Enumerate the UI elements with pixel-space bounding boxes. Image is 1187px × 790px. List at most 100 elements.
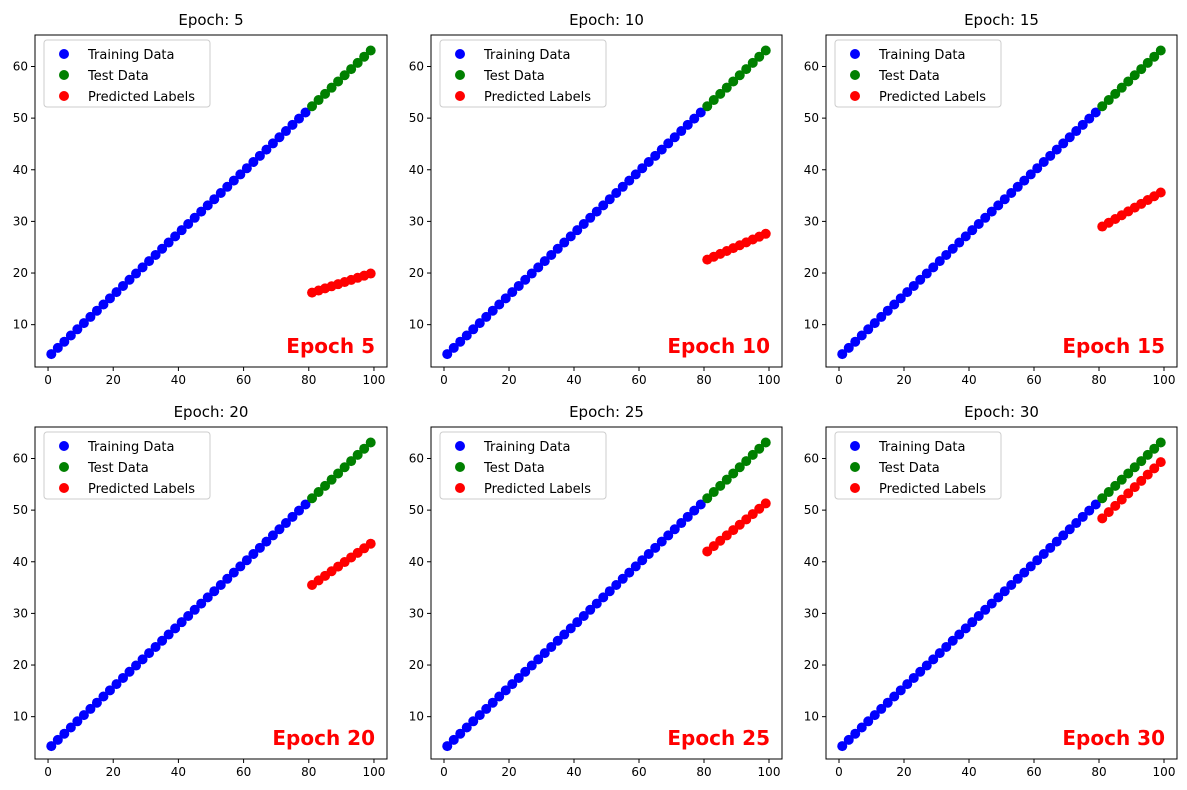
data-point [973, 218, 984, 229]
data-point [124, 274, 135, 285]
legend-marker [850, 49, 860, 59]
x-tick-label: 60 [1026, 765, 1041, 779]
data-point [934, 648, 945, 659]
legend-label: Predicted Labels [879, 90, 986, 105]
data-point [973, 610, 984, 621]
data-point [669, 524, 680, 535]
data-point [572, 617, 583, 628]
data-point [721, 82, 732, 93]
data-point [468, 324, 479, 335]
data-point [85, 311, 96, 322]
data-point [526, 660, 537, 671]
data-point [1110, 480, 1121, 491]
data-point [1032, 555, 1043, 566]
data-point [150, 249, 161, 260]
data-point [1077, 511, 1088, 522]
subplot-1: Epoch: 5 0 20 40 60 80 100 10 20 30 40 50 60 Training… [13, 11, 388, 387]
data-point [46, 349, 57, 360]
data-point [176, 617, 187, 628]
data-point [104, 293, 115, 304]
data-point [487, 305, 498, 316]
x-tick-label: 100 [1153, 765, 1176, 779]
legend: Training Data Test Data Predicted Labels [439, 431, 607, 500]
data-point [118, 672, 128, 683]
y-tick-label: 40 [13, 163, 28, 177]
data-point [928, 262, 939, 273]
legend-box [834, 39, 1002, 108]
series-training-data [442, 499, 706, 752]
series-predicted-labels [702, 228, 771, 265]
x-tick-label: 0 [835, 765, 843, 779]
data-point [1090, 107, 1101, 118]
series-training-data [442, 107, 706, 360]
data-point [741, 64, 752, 75]
data-point [1019, 175, 1030, 186]
legend-marker [850, 70, 860, 80]
y-tick-label: 20 [13, 658, 28, 672]
y-tick-label: 20 [409, 266, 424, 280]
data-point [591, 206, 602, 217]
series-test-data [1097, 45, 1166, 112]
data-point [643, 157, 654, 168]
legend-marker [59, 441, 69, 451]
data-point [572, 225, 583, 236]
x-tick-label: 40 [171, 373, 186, 387]
legend-box [439, 39, 607, 108]
epoch-annotation: Epoch 5 [286, 334, 375, 358]
series-predicted-labels [702, 498, 771, 557]
data-point [1084, 113, 1095, 124]
data-point [715, 88, 726, 99]
data-point [993, 592, 1004, 603]
data-point [1116, 494, 1127, 505]
data-point [261, 144, 272, 155]
y-tick-label: 30 [409, 606, 424, 620]
legend-marker [850, 91, 860, 101]
data-point [630, 169, 641, 180]
data-point [689, 113, 700, 124]
data-point [1123, 76, 1134, 87]
data-point [52, 342, 63, 353]
subplot-title: Epoch: 25 [569, 403, 644, 421]
y-tick-label: 30 [13, 606, 28, 620]
data-point [280, 126, 291, 137]
data-point [1038, 549, 1049, 560]
legend: Training Data Test Data Predicted Labels [834, 39, 1002, 108]
data-point [365, 437, 376, 448]
axes-frame [430, 34, 783, 368]
data-point [241, 163, 252, 174]
x-tick-label: 60 [1026, 373, 1041, 387]
x-tick-label: 40 [566, 765, 581, 779]
x-tick-label: 20 [106, 373, 121, 387]
data-point [760, 228, 771, 239]
data-point [222, 181, 233, 192]
data-point [254, 542, 265, 553]
data-point [137, 654, 148, 665]
data-point [228, 175, 239, 186]
data-point [468, 716, 479, 727]
legend-marker [455, 483, 465, 493]
legend-label: Training Data [483, 440, 570, 455]
legend-label: Test Data [878, 69, 940, 84]
series-predicted-labels [1097, 187, 1166, 232]
data-point [274, 132, 285, 143]
data-point [118, 280, 128, 291]
data-point [131, 268, 142, 279]
subplot-title: Epoch: 30 [964, 403, 1039, 421]
legend-label: Training Data [878, 440, 965, 455]
data-point [863, 716, 874, 727]
legend: Training Data Test Data Predicted Labels [834, 431, 1002, 500]
data-point [59, 728, 70, 739]
data-point [111, 287, 122, 298]
epoch-annotation: Epoch 30 [1062, 726, 1165, 750]
legend-marker [850, 441, 860, 451]
data-point [882, 697, 893, 708]
data-point [915, 666, 926, 677]
data-point [741, 456, 752, 467]
data-point [539, 256, 550, 267]
data-point [837, 741, 848, 752]
data-point [1149, 463, 1160, 474]
legend-label: Training Data [483, 48, 570, 63]
data-point [287, 511, 298, 522]
legend-box [439, 431, 607, 500]
data-point [1142, 57, 1153, 68]
